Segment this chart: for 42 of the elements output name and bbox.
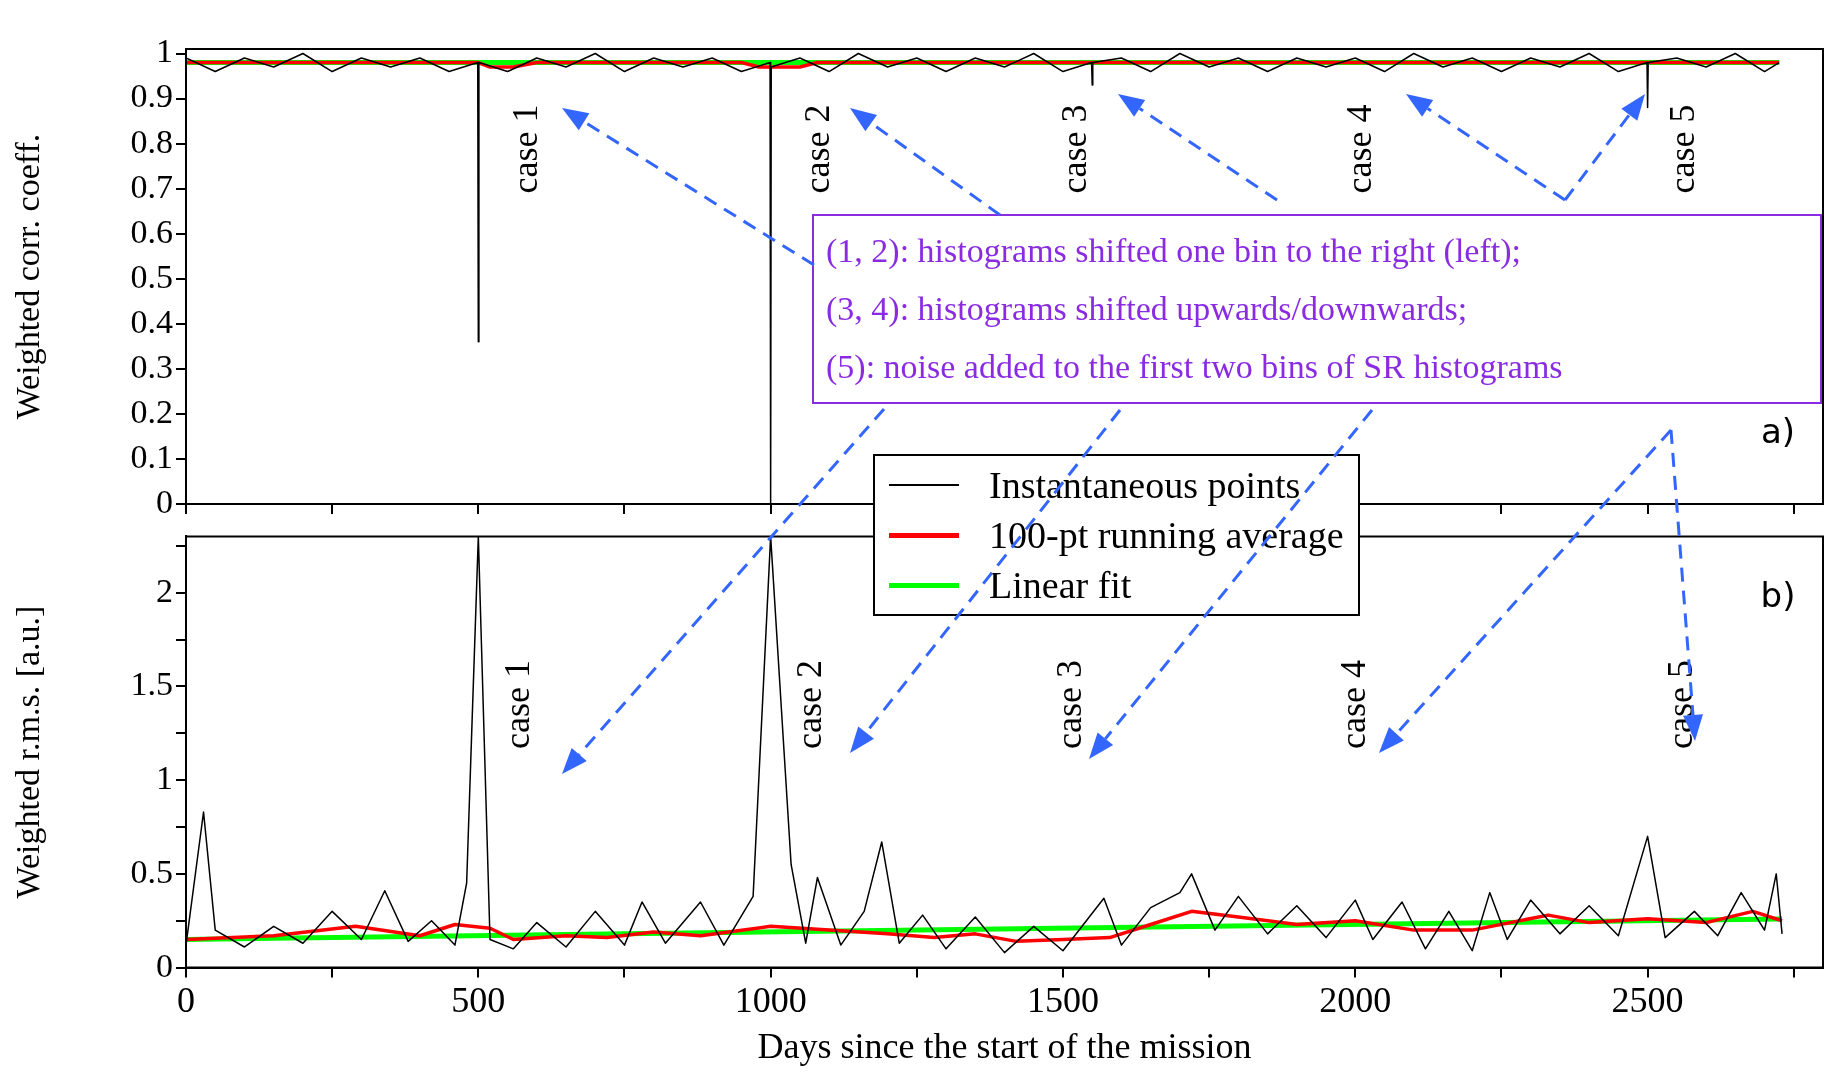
y-tick-label: 1 [156, 32, 173, 70]
annotation: case 5 [1662, 104, 1703, 194]
y-tick-label: 0.5 [130, 257, 173, 295]
y-tick-label: 0.5 [130, 852, 173, 890]
y-tick-label: 0.7 [130, 167, 173, 205]
y-tick-label: 0.9 [130, 77, 173, 115]
annotation: case 3 [1048, 660, 1089, 750]
annotation: (3, 4): histograms shifted upwards/downwards; [826, 289, 1469, 329]
y-tick-label: 0.2 [130, 392, 173, 430]
y-axis-title: Weighted corr. coeff. [9, 133, 47, 420]
legend-label: Linear fit [989, 563, 1132, 608]
note-box: (1, 2): histograms shifted one bin to the right (left); (3, 4): histograms shifted upwards/downwards; (5): noise added to the first two bins of SR histograms [812, 214, 1822, 404]
annotation: case 2 [797, 104, 838, 194]
y-tick-label: 2 [156, 571, 173, 609]
annotation: case 4 [1338, 104, 1379, 194]
y-tick-label: 0.6 [130, 212, 173, 250]
x-tick-label: 1500 [1026, 979, 1099, 1020]
x-tick-label: 2000 [1319, 979, 1392, 1020]
y-axis-title: Weighted r.m.s. [a.u.] [9, 605, 47, 899]
y-tick-label: 0 [156, 482, 173, 520]
legend-label: Instantaneous points [989, 463, 1301, 508]
y-tick-label: 0.3 [130, 347, 173, 385]
y-tick-label: 1 [156, 759, 173, 797]
x-tick-label: 500 [451, 979, 506, 1020]
x-tick-label: 2500 [1611, 979, 1684, 1020]
annotation: case 4 [1332, 660, 1373, 750]
legend-label: 100-pt running average [989, 513, 1344, 558]
annotation: case 3 [1054, 104, 1095, 194]
annotation: case 1 [504, 104, 545, 194]
y-tick-label: 0.1 [130, 437, 173, 475]
y-tick-label: 0.8 [130, 122, 173, 160]
y-tick-label: 0.4 [130, 302, 173, 340]
annotation: (1, 2): histograms shifted one bin to the right (left); [826, 231, 1522, 271]
y-tick-label: 1.5 [130, 665, 173, 703]
annotation: case 1 [496, 660, 537, 750]
annotation: a) [1760, 410, 1796, 451]
x-tick-label: 1000 [734, 979, 807, 1020]
x-axis-title: Days since the start of the mission [757, 1025, 1252, 1066]
annotation: case 2 [789, 660, 830, 750]
annotation: (5): noise added to the first two bins of SR histograms [826, 347, 1564, 387]
y-tick-label: 0 [156, 946, 173, 984]
annotation: b) [1760, 575, 1796, 616]
